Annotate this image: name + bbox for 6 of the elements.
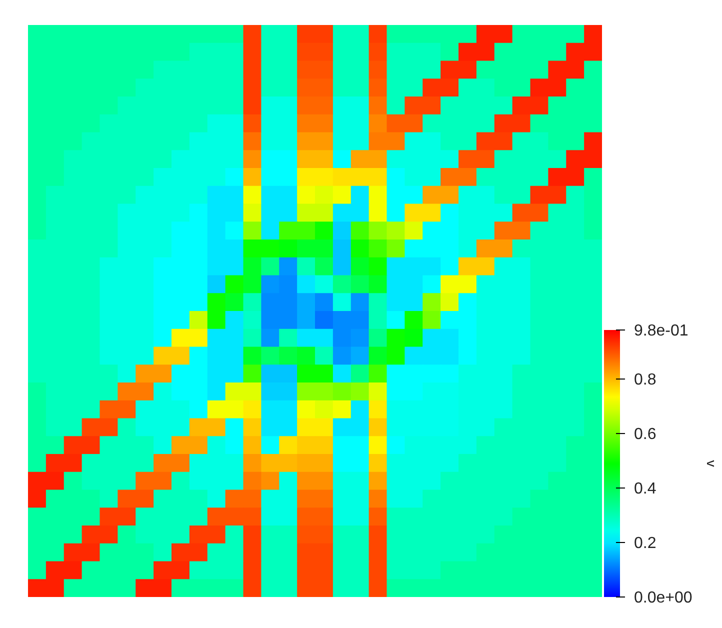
color-bar-label: 0.8: [634, 372, 656, 389]
color-bar-label: 0.0e+00: [634, 590, 692, 607]
color-bar-label: 0.4: [634, 480, 656, 498]
color-bar-label: 9.8e-01: [634, 322, 688, 340]
color-bar-label: 0.6: [634, 426, 656, 444]
color-bar-label: 0.2: [634, 535, 656, 552]
